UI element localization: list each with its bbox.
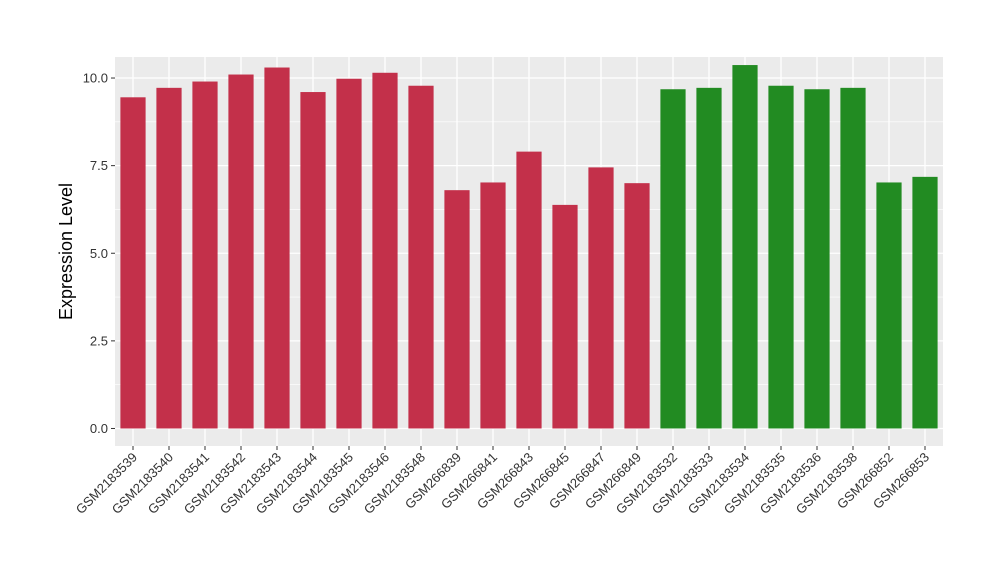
y-tick-label: 2.5 [90, 333, 108, 348]
bar-GSM2183544 [300, 92, 326, 429]
bars [120, 65, 938, 429]
bar-GSM2183546 [372, 72, 398, 429]
bar-GSM2183532 [660, 89, 686, 429]
bar-GSM2183534 [732, 65, 758, 429]
bar-GSM266843 [516, 151, 542, 429]
bar-GSM2183541 [192, 81, 218, 429]
bar-GSM2183540 [156, 87, 182, 429]
y-tick-label: 10.0 [83, 71, 108, 86]
x-axis: GSM2183539GSM2183540GSM2183541GSM2183542… [73, 446, 932, 517]
bar-GSM2183538 [840, 87, 866, 429]
bar-GSM266847 [588, 167, 614, 429]
bar-GSM266852 [876, 182, 902, 429]
bar-GSM2183539 [120, 97, 146, 429]
bar-GSM266845 [552, 204, 578, 429]
bar-GSM2183543 [264, 67, 290, 429]
bar-GSM266839 [444, 190, 470, 429]
bar-GSM2183542 [228, 74, 254, 429]
y-tick-label: 7.5 [90, 158, 108, 173]
y-axis: 0.0 2.5 5.0 7.5 10.0 [83, 71, 115, 436]
y-tick-label: 0.0 [90, 421, 108, 436]
y-tick-label: 5.0 [90, 246, 108, 261]
bar-GSM2183536 [804, 89, 830, 429]
y-axis-title: Expression Level [56, 183, 76, 320]
bar-GSM266841 [480, 182, 506, 429]
bar-GSM266853 [912, 176, 938, 429]
bar-GSM2183533 [696, 87, 722, 429]
bar-GSM2183548 [408, 85, 434, 429]
x-tick-label: GSM2183539 [73, 450, 140, 517]
bar-GSM266849 [624, 183, 650, 429]
bar-GSM2183535 [768, 85, 794, 429]
bar-GSM2183545 [336, 78, 362, 429]
